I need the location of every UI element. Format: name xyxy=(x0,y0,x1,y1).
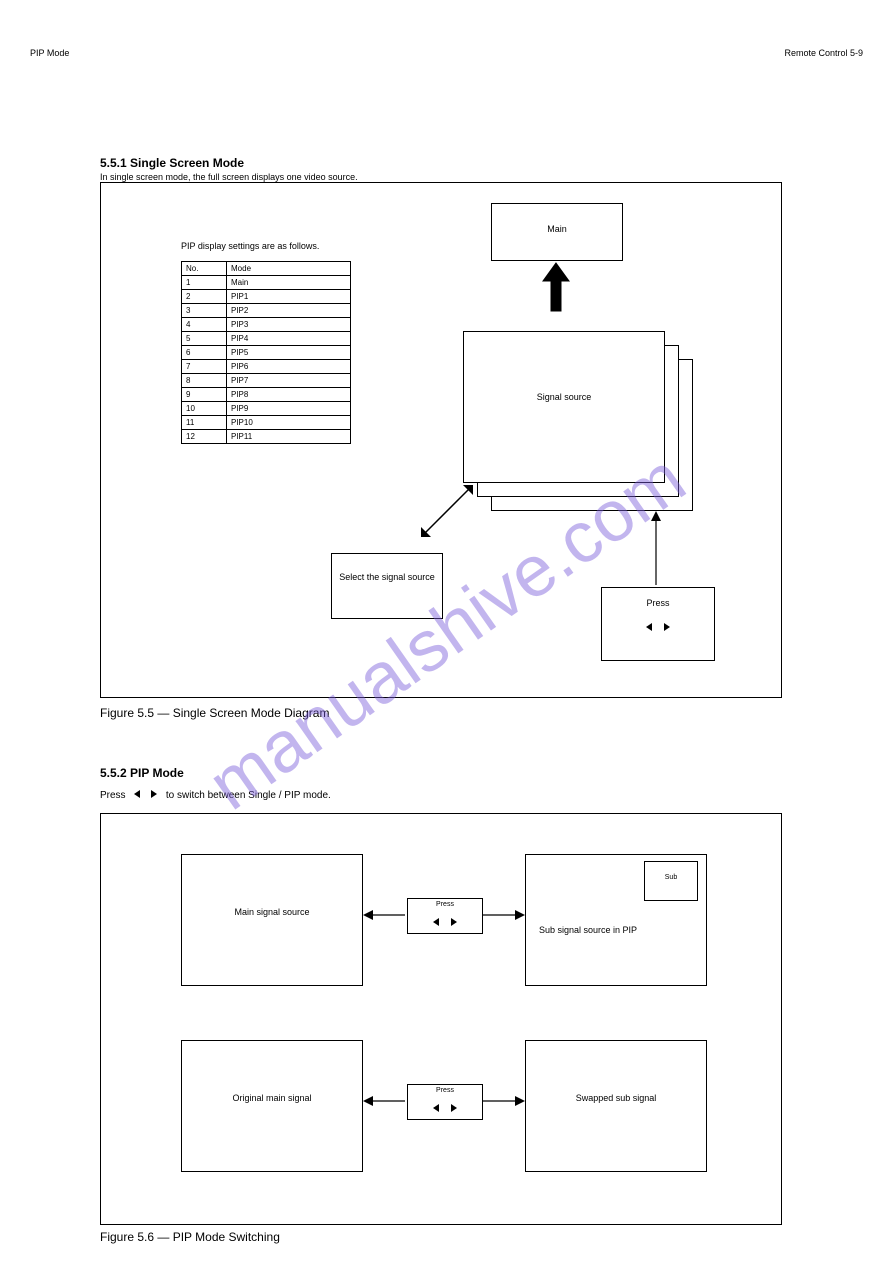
header-left: PIP Mode xyxy=(30,48,69,58)
chevron-left-icon xyxy=(646,623,652,631)
row2-left-label: Original main signal xyxy=(186,1093,358,1104)
table-row: 7PIP6 xyxy=(182,360,351,374)
row2-right-box: Swapped sub signal xyxy=(525,1040,707,1172)
arrow-dbl-right-row1-icon xyxy=(481,908,525,922)
table-row: 5PIP4 xyxy=(182,332,351,346)
table-row: 1Main xyxy=(182,276,351,290)
table-cell: PIP2 xyxy=(227,304,351,318)
row2-nav-tris xyxy=(408,1099,482,1117)
chevron-right-icon xyxy=(451,1104,457,1112)
table-cell: PIP1 xyxy=(227,290,351,304)
table-cell: 6 xyxy=(182,346,227,360)
table-col-mode: Mode xyxy=(227,262,351,276)
table-cell: PIP6 xyxy=(227,360,351,374)
table-row: 2PIP1 xyxy=(182,290,351,304)
table-cell: Main xyxy=(227,276,351,290)
row1-nav-tris xyxy=(408,913,482,931)
chevron-left-icon xyxy=(433,918,439,926)
chevron-right-icon xyxy=(451,918,457,926)
nav-press-label: Press xyxy=(602,598,714,609)
arrow-dbl-left-row1-icon xyxy=(363,908,407,922)
table-cell: PIP8 xyxy=(227,388,351,402)
sub-pip-label: Sub xyxy=(645,874,697,882)
table-col-no: No. xyxy=(182,262,227,276)
table-cell: 10 xyxy=(182,402,227,416)
table-cell: PIP5 xyxy=(227,346,351,360)
table-cell: 3 xyxy=(182,304,227,318)
table-cell: 5 xyxy=(182,332,227,346)
fig1-title: 5.5.1 Single Screen Mode xyxy=(100,156,244,170)
signal-box-front: Signal source xyxy=(463,331,665,483)
signal-box-label: Signal source xyxy=(464,392,664,403)
row1-right-label: Sub signal source in PIP xyxy=(530,925,646,936)
row2-nav-box[interactable]: Press xyxy=(407,1084,483,1120)
select-box-label: Select the signal source xyxy=(336,572,438,583)
table-row: 3PIP2 xyxy=(182,304,351,318)
main-box-label: Main xyxy=(492,224,622,235)
table-cell: 8 xyxy=(182,374,227,388)
table-cell: PIP9 xyxy=(227,402,351,416)
table-cell: 9 xyxy=(182,388,227,402)
arrow-dbl-left-row2-icon xyxy=(363,1094,407,1108)
fig2-intro-prefix: Press xyxy=(100,790,126,801)
table-cell: PIP3 xyxy=(227,318,351,332)
table-cell: 7 xyxy=(182,360,227,374)
table-row: 8PIP7 xyxy=(182,374,351,388)
table-row: 11PIP10 xyxy=(182,416,351,430)
header-right: Remote Control 5-9 xyxy=(784,48,863,58)
table-cell: PIP7 xyxy=(227,374,351,388)
table-row: 9PIP8 xyxy=(182,388,351,402)
sub-pip-box: Sub xyxy=(644,861,698,901)
table-cell: 4 xyxy=(182,318,227,332)
nav-press-box[interactable]: Press xyxy=(601,587,715,661)
arrow-up-nav-icon xyxy=(649,511,663,587)
table-cell: PIP11 xyxy=(227,430,351,444)
figure1-frame: PIP display settings are as follows. No.… xyxy=(100,182,782,698)
fig2-intro: Press to switch between Single / PIP mod… xyxy=(100,790,331,801)
table-cell: 1 xyxy=(182,276,227,290)
row1-right-box: Sub Sub signal source in PIP xyxy=(525,854,707,986)
fig2-title: 5.5.2 PIP Mode xyxy=(100,766,184,780)
table-cell: 12 xyxy=(182,430,227,444)
figure1-caption: Figure 5.5 — Single Screen Mode Diagram xyxy=(100,706,329,720)
chevron-left-icon xyxy=(433,1104,439,1112)
table-cell: 2 xyxy=(182,290,227,304)
row2-nav-label: Press xyxy=(408,1087,482,1095)
row2-left-box: Original main signal xyxy=(181,1040,363,1172)
fig2-intro-suffix: to switch between Single / PIP mode. xyxy=(166,790,331,801)
row1-left-box: Main signal source xyxy=(181,854,363,986)
table-row: 12PIP11 xyxy=(182,430,351,444)
row1-nav-box[interactable]: Press xyxy=(407,898,483,934)
thick-arrow-up-icon xyxy=(543,263,569,323)
table-cell: PIP4 xyxy=(227,332,351,346)
arrow-dbl-right-row2-icon xyxy=(481,1094,525,1108)
chevron-right-icon xyxy=(664,623,670,631)
row1-nav-label: Press xyxy=(408,901,482,909)
chevron-left-icon xyxy=(134,790,140,798)
double-arrow-diag-icon xyxy=(417,481,477,541)
table-row: 6PIP5 xyxy=(182,346,351,360)
table-cell: PIP10 xyxy=(227,416,351,430)
main-box: Main xyxy=(491,203,623,261)
table-row: 10PIP9 xyxy=(182,402,351,416)
nav-triangles xyxy=(602,618,714,636)
fig1-table-caption: PIP display settings are as follows. xyxy=(181,241,319,252)
figure2-caption: Figure 5.6 — PIP Mode Switching xyxy=(100,1230,280,1244)
row2-right-label: Swapped sub signal xyxy=(530,1093,702,1104)
row1-left-label: Main signal source xyxy=(186,907,358,918)
table-row: 4PIP3 xyxy=(182,318,351,332)
select-box: Select the signal source xyxy=(331,553,443,619)
settings-table: No. Mode 1Main2PIP13PIP24PIP35PIP46PIP57… xyxy=(181,261,351,444)
chevron-right-icon xyxy=(151,790,157,798)
figure2-frame: Main signal source Press Sub Sub signal … xyxy=(100,813,782,1225)
table-cell: 11 xyxy=(182,416,227,430)
